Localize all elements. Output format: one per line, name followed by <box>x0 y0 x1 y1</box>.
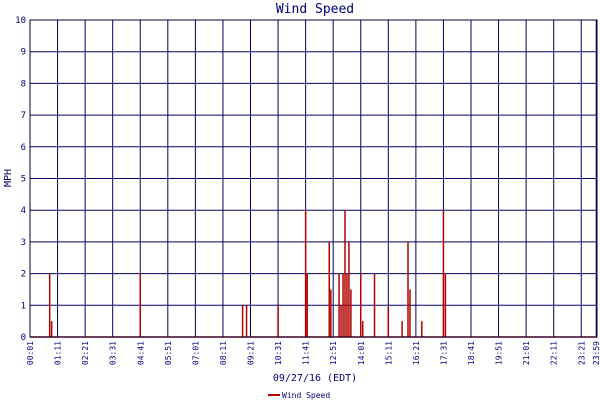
x-tick-label: 01:11 <box>54 341 63 365</box>
y-tick-label: 3 <box>21 238 26 248</box>
y-axis-label: MPH <box>3 169 14 187</box>
chart-title: Wind Speed <box>276 2 354 17</box>
y-tick-label: 2 <box>21 270 26 280</box>
legend: Wind Speed <box>268 391 330 400</box>
x-tick-label: 12:51 <box>329 341 338 365</box>
x-tick-label: 07:01 <box>191 341 200 365</box>
x-tick-label: 04:41 <box>136 341 145 365</box>
y-tick-label: 4 <box>21 206 26 216</box>
y-axis-ticks: 0 1 2 3 4 5 6 7 8 9 10 <box>15 16 26 343</box>
x-tick-label: 23:21 <box>577 341 586 365</box>
x-tick-label: 10:31 <box>274 341 283 365</box>
x-tick-label: 19:51 <box>495 341 504 365</box>
x-tick-label: 15:11 <box>384 341 393 365</box>
plot-frame <box>29 19 598 338</box>
x-tick-label: 08:11 <box>219 341 228 365</box>
x-tick-label: 21:01 <box>522 341 531 365</box>
x-axis-ticks: 00:01 01:11 02:21 03:31 04:41 05:51 07:01 08:11… <box>26 341 600 365</box>
x-tick-label: 05:51 <box>164 341 173 365</box>
y-tick-label: 5 <box>21 175 26 185</box>
x-tick-label: 03:31 <box>109 341 118 365</box>
x-tick-label: 09:21 <box>247 341 256 365</box>
x-tick-label: 00:01 <box>26 341 35 365</box>
x-tick-label: 02:21 <box>81 341 90 365</box>
y-tick-label: 7 <box>21 111 26 121</box>
x-tick-label: 23:59 <box>592 341 600 365</box>
x-tick-label: 11:41 <box>302 341 311 365</box>
grid <box>29 19 597 338</box>
y-tick-label: 9 <box>21 48 26 58</box>
x-tick-label: 16:21 <box>412 341 421 365</box>
y-tick-label: 1 <box>21 301 26 311</box>
x-tick-label: 22:11 <box>550 341 559 365</box>
y-tick-label: 6 <box>21 143 26 153</box>
x-axis-label: 09/27/16 (EDT) <box>273 373 357 384</box>
y-tick-label: 8 <box>21 79 26 89</box>
x-tick-label: 17:31 <box>439 341 448 365</box>
legend-label: Wind Speed <box>282 391 330 400</box>
x-tick-label: 14:01 <box>357 341 366 365</box>
y-tick-label: 0 <box>21 333 26 343</box>
x-tick-label: 18:41 <box>467 341 476 365</box>
y-tick-label: 10 <box>15 16 26 26</box>
